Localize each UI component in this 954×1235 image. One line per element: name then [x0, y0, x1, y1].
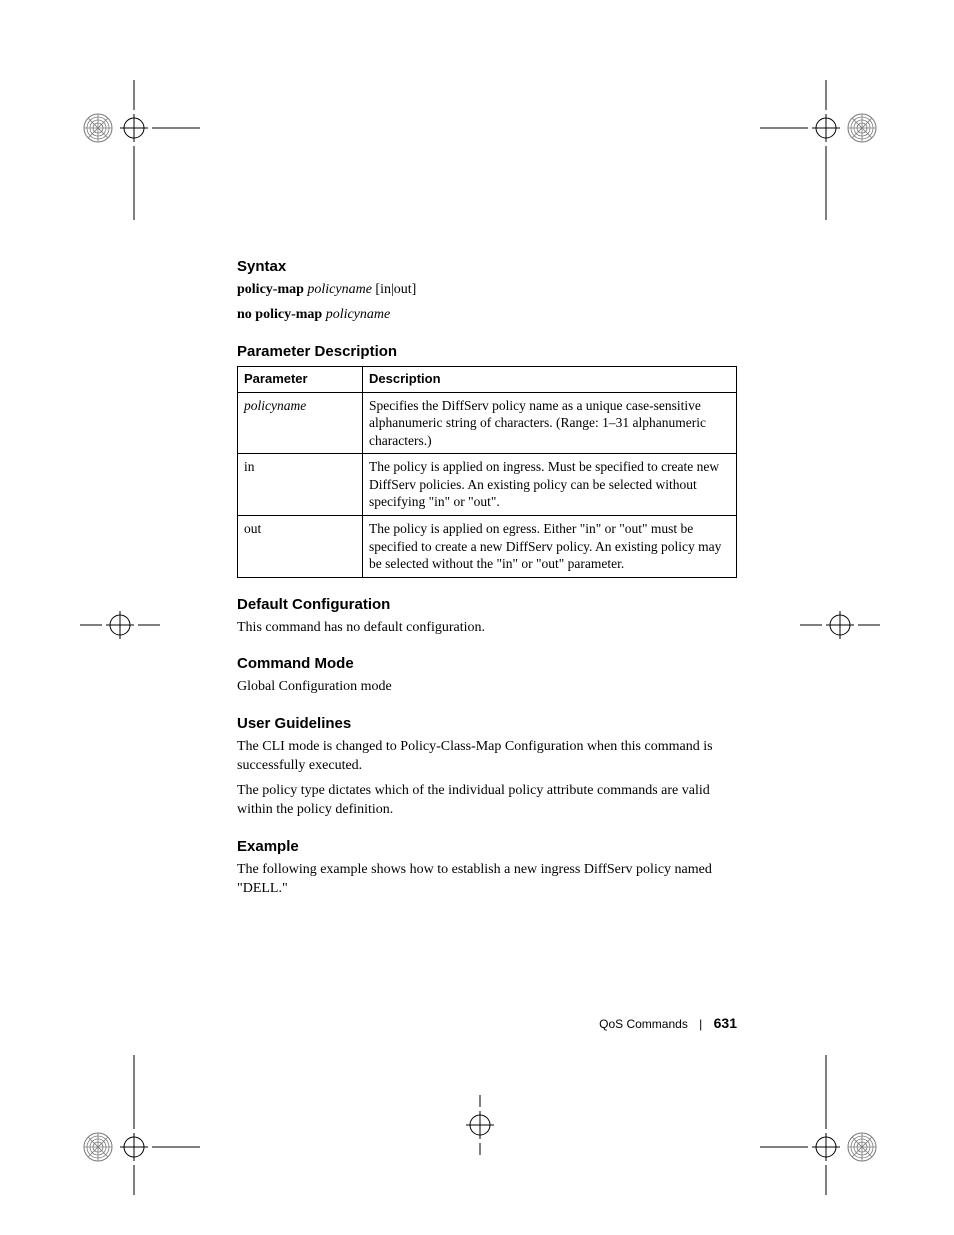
heading-example: Example — [237, 838, 737, 855]
param-desc: The policy is applied on egress. Either … — [363, 515, 737, 577]
heading-syntax: Syntax — [237, 258, 737, 275]
default-configuration-text: This command has no default configuratio… — [237, 619, 737, 638]
param-desc: The policy is applied on ingress. Must b… — [363, 454, 737, 516]
syntax-arg-1: policyname — [307, 282, 372, 297]
table-row: out The policy is applied on egress. Eit… — [238, 515, 737, 577]
param-name: out — [244, 521, 261, 536]
page-content: Syntax policy-map policyname [in|out] no… — [237, 258, 737, 903]
param-desc: Specifies the DiffServ policy name as a … — [363, 392, 737, 454]
footer-page-number: 631 — [714, 1015, 737, 1031]
page-footer: QoS Commands | 631 — [237, 1015, 737, 1031]
crop-mark-bottom-left — [80, 1055, 200, 1195]
user-guidelines-p2: The policy type dictates which of the in… — [237, 782, 737, 820]
example-text: The following example shows how to estab… — [237, 861, 737, 899]
param-table-header-parameter: Parameter — [238, 366, 363, 392]
heading-parameter-description: Parameter Description — [237, 343, 737, 360]
heading-user-guidelines: User Guidelines — [237, 715, 737, 732]
param-name: in — [244, 459, 255, 474]
crop-mark-bottom-center — [450, 1095, 510, 1155]
table-row: in The policy is applied on ingress. Mus… — [238, 454, 737, 516]
crop-mark-mid-left — [80, 595, 160, 655]
syntax-arg-2: policyname — [326, 307, 391, 322]
table-row: policyname Specifies the DiffServ policy… — [238, 392, 737, 454]
syntax-line-1: policy-map policyname [in|out] — [237, 281, 737, 300]
command-mode-text: Global Configuration mode — [237, 678, 737, 697]
syntax-tail-1: [in|out] — [375, 282, 416, 297]
heading-default-configuration: Default Configuration — [237, 596, 737, 613]
crop-mark-top-left — [80, 80, 200, 220]
crop-mark-mid-right — [800, 595, 880, 655]
syntax-line-2: no policy-map policyname — [237, 306, 737, 325]
user-guidelines-p1: The CLI mode is changed to Policy-Class-… — [237, 738, 737, 776]
heading-command-mode: Command Mode — [237, 655, 737, 672]
syntax-cmd-1: policy-map — [237, 282, 304, 297]
syntax-cmd-2: no policy-map — [237, 307, 322, 322]
crop-mark-top-right — [760, 80, 880, 220]
crop-mark-bottom-right — [760, 1055, 880, 1195]
param-table-header-description: Description — [363, 366, 737, 392]
footer-separator: | — [699, 1017, 702, 1031]
parameter-table: Parameter Description policyname Specifi… — [237, 366, 737, 578]
footer-section: QoS Commands — [599, 1017, 688, 1031]
param-name: policyname — [244, 398, 306, 413]
